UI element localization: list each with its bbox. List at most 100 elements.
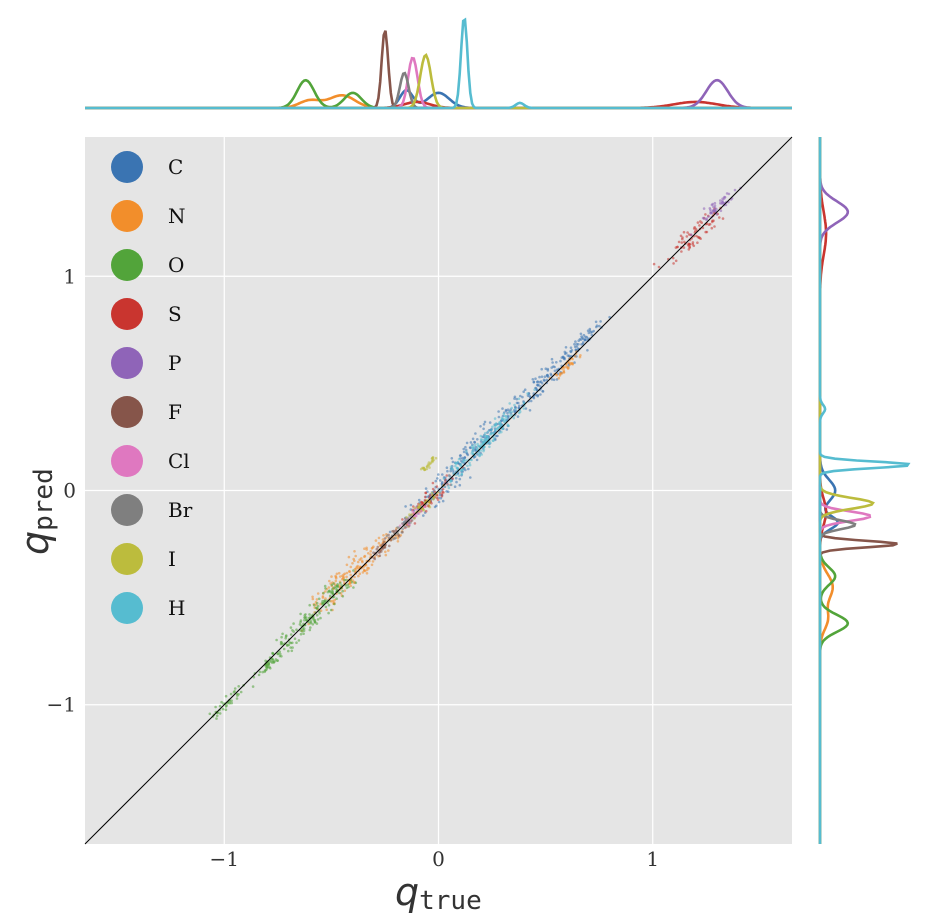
point-C bbox=[550, 357, 554, 361]
point-S bbox=[705, 230, 709, 234]
point-Cl bbox=[415, 514, 418, 518]
point-N bbox=[355, 565, 359, 569]
point-O bbox=[328, 594, 332, 598]
point-I bbox=[419, 467, 423, 471]
point-C bbox=[608, 315, 611, 319]
point-S bbox=[680, 250, 683, 253]
point-H bbox=[498, 431, 501, 435]
point-C bbox=[440, 482, 444, 485]
legend-label-N: N bbox=[168, 204, 186, 228]
point-O bbox=[319, 616, 322, 620]
point-C bbox=[522, 390, 525, 394]
point-Br bbox=[410, 519, 414, 522]
point-O bbox=[335, 588, 339, 592]
point-C bbox=[513, 397, 516, 400]
point-O bbox=[233, 687, 237, 690]
point-N bbox=[358, 572, 362, 575]
point-H bbox=[456, 460, 460, 464]
point-C bbox=[449, 469, 453, 473]
point-O bbox=[309, 620, 313, 624]
point-Br bbox=[394, 536, 398, 540]
point-N bbox=[377, 536, 381, 540]
point-C bbox=[569, 346, 573, 350]
point-C bbox=[528, 409, 532, 412]
point-H bbox=[476, 447, 479, 450]
point-C bbox=[497, 410, 500, 413]
point-C bbox=[505, 428, 509, 431]
point-F bbox=[382, 540, 386, 543]
point-I bbox=[413, 516, 416, 520]
y-axis-title-main: q bbox=[13, 531, 57, 555]
point-C bbox=[450, 457, 454, 460]
point-C bbox=[467, 467, 470, 471]
legend-label-F: F bbox=[168, 400, 182, 424]
point-H bbox=[505, 419, 508, 422]
point-N bbox=[334, 575, 338, 579]
point-C bbox=[409, 503, 413, 507]
point-C bbox=[586, 349, 589, 352]
point-F bbox=[398, 535, 401, 538]
y-tick-label-1: 0 bbox=[63, 479, 76, 503]
point-C bbox=[506, 411, 509, 415]
point-O bbox=[330, 588, 334, 591]
point-H bbox=[486, 430, 490, 433]
point-C bbox=[462, 447, 466, 451]
point-C bbox=[458, 477, 462, 481]
point-O bbox=[261, 670, 265, 674]
point-S bbox=[718, 216, 721, 219]
point-N bbox=[366, 566, 369, 570]
point-I bbox=[410, 513, 414, 516]
legend-marker-Cl bbox=[111, 445, 143, 477]
point-H bbox=[460, 469, 464, 472]
point-H bbox=[501, 417, 505, 421]
point-H bbox=[508, 402, 512, 405]
point-H bbox=[493, 424, 497, 428]
point-S bbox=[413, 522, 417, 525]
point-N bbox=[347, 555, 351, 559]
point-H bbox=[472, 445, 476, 449]
point-N bbox=[357, 574, 360, 578]
point-O bbox=[299, 632, 303, 636]
point-P bbox=[715, 213, 719, 216]
point-O bbox=[273, 660, 277, 663]
point-H bbox=[447, 486, 451, 490]
point-I bbox=[431, 456, 434, 460]
point-H bbox=[454, 461, 457, 465]
point-H bbox=[503, 420, 506, 423]
point-O bbox=[303, 614, 307, 617]
point-O bbox=[309, 626, 312, 629]
point-C bbox=[587, 331, 591, 335]
point-C bbox=[562, 357, 566, 360]
point-C bbox=[464, 445, 467, 449]
point-O bbox=[290, 649, 294, 653]
point-H bbox=[465, 450, 468, 453]
point-Br bbox=[396, 526, 399, 529]
point-C bbox=[540, 367, 543, 371]
point-I bbox=[418, 503, 421, 507]
point-H bbox=[512, 416, 516, 420]
point-N bbox=[363, 547, 366, 550]
right-density-Cl bbox=[818, 137, 872, 844]
y-tick-labels: −1 0 1 bbox=[47, 264, 76, 716]
point-N bbox=[558, 374, 562, 377]
point-C bbox=[559, 359, 562, 363]
point-I bbox=[434, 456, 438, 460]
point-S bbox=[694, 229, 697, 233]
point-N bbox=[323, 590, 327, 593]
point-O bbox=[335, 597, 338, 600]
point-H bbox=[442, 477, 446, 480]
point-O bbox=[333, 602, 336, 606]
point-S bbox=[424, 491, 428, 495]
point-C bbox=[433, 505, 437, 509]
point-O bbox=[292, 622, 295, 625]
point-S bbox=[704, 213, 707, 216]
point-O bbox=[281, 632, 284, 636]
point-P bbox=[711, 202, 714, 206]
point-C bbox=[528, 394, 531, 398]
point-C bbox=[515, 401, 519, 405]
top-density-I bbox=[85, 53, 792, 110]
point-S bbox=[692, 244, 696, 248]
point-H bbox=[502, 412, 506, 416]
point-O bbox=[347, 585, 350, 589]
point-C bbox=[552, 378, 556, 382]
